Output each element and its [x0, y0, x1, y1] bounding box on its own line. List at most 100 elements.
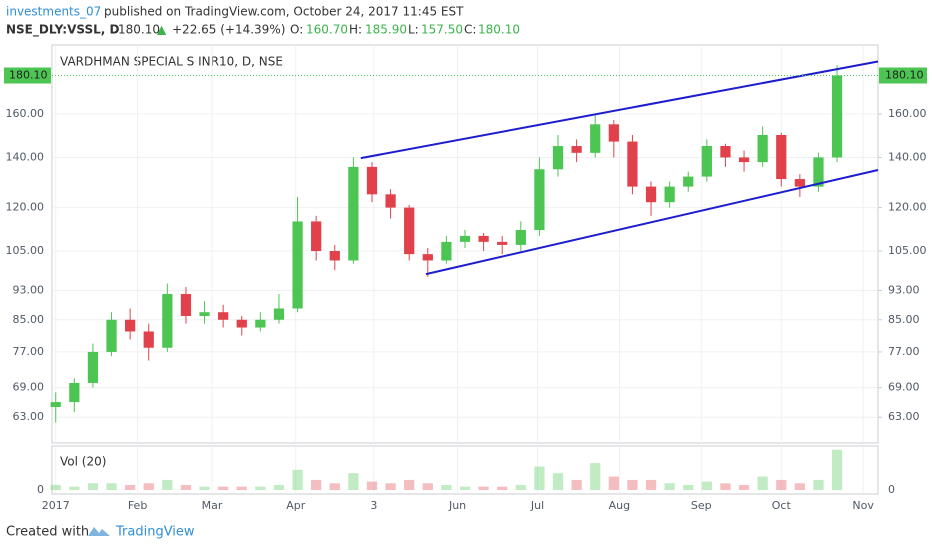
volume-bar — [515, 484, 526, 490]
x-tick-label: Jul — [530, 499, 544, 512]
x-tick-label: Sep — [691, 499, 712, 512]
symbol: NSE_DLY:VSSL, D — [6, 23, 119, 38]
footer-created: Created with — [6, 525, 89, 540]
volume-bar — [87, 483, 99, 490]
trend-line — [425, 169, 879, 276]
last-price-box-left — [4, 67, 51, 84]
volume-bar — [608, 476, 619, 490]
candle-body — [590, 124, 601, 153]
candle-body — [515, 230, 526, 245]
h-value: 185.90 — [365, 23, 407, 37]
volume-bar — [590, 463, 601, 490]
volume-title: Vol (20) — [60, 455, 106, 469]
candle-body — [552, 146, 564, 170]
volume-bar — [218, 486, 229, 490]
volume-bar — [571, 479, 582, 490]
y-tick-label-left: 63.00 — [13, 410, 45, 423]
footer-brand[interactable]: TradingView — [115, 525, 195, 540]
candle-body — [738, 157, 750, 163]
x-tick-label: 2017 — [42, 499, 70, 512]
volume-bar — [757, 476, 768, 490]
volume-bar — [441, 484, 452, 490]
volume-bar — [255, 486, 266, 490]
candle-body — [125, 319, 136, 332]
candle-body — [497, 241, 508, 245]
y-tick-label-left: 69.00 — [13, 381, 45, 394]
candle-body — [422, 254, 433, 261]
x-tick-label: Apr — [286, 499, 306, 512]
volume-bar — [645, 479, 657, 490]
volume-bar — [720, 483, 731, 490]
h-label: H: — [349, 23, 362, 37]
chart-title: VARDHMAN SPECIAL S INR10, D, NSE — [60, 55, 283, 69]
x-tick-label: Nov — [852, 499, 874, 512]
candle-body — [106, 319, 117, 352]
volume-bar — [180, 484, 192, 490]
y-tick-label-left: 160.00 — [6, 107, 45, 120]
candle-body — [571, 146, 582, 153]
candle-body — [720, 146, 731, 158]
candle-body — [776, 134, 787, 180]
candle-body — [683, 176, 694, 187]
candle-body — [50, 402, 61, 408]
candle-body — [459, 235, 471, 242]
l-label: L: — [408, 23, 419, 37]
candle-body — [813, 157, 824, 187]
y-tick-label: 77.00 — [888, 345, 920, 358]
candle-body — [199, 312, 210, 316]
y-tick-label: 93.00 — [888, 284, 920, 297]
y-tick-label: 140.00 — [888, 150, 927, 163]
y-tick-label: 69.00 — [888, 381, 920, 394]
volume-bar — [69, 486, 80, 490]
volume-bar — [534, 466, 545, 490]
author[interactable]: investments_07 — [6, 5, 101, 19]
volume-bar — [348, 473, 359, 490]
c-value: 180.10 — [478, 23, 520, 37]
y-tick-label: 120.00 — [888, 201, 927, 214]
y-tick-label: 105.00 — [888, 244, 927, 257]
published: published on TradingView.com, October 24… — [104, 5, 464, 19]
candle-body — [366, 166, 378, 195]
candle-body — [534, 169, 545, 231]
o-label: O: — [290, 23, 303, 37]
candle-body — [645, 186, 657, 203]
candle-body — [143, 331, 154, 348]
volume-bar — [683, 484, 694, 490]
volume-bar — [813, 479, 824, 490]
price-pane — [51, 44, 879, 444]
candle-body — [404, 207, 415, 255]
o-value: 160.70 — [306, 23, 348, 37]
y-tick-label-left: 140.00 — [6, 150, 45, 163]
candle-body — [329, 251, 340, 261]
volume-bar — [385, 483, 396, 490]
candle-body — [348, 166, 359, 261]
volume-bar — [106, 483, 117, 490]
candle-body — [273, 308, 285, 320]
x-tick-label: Oct — [772, 499, 792, 512]
volume-bar — [776, 479, 787, 490]
candle-body — [255, 319, 266, 328]
volume-pane — [51, 445, 879, 495]
volume-bar — [125, 484, 136, 490]
x-tick-label: 3 — [370, 499, 377, 512]
candle-body — [236, 319, 247, 328]
last-price-box — [879, 67, 927, 84]
candle-body — [180, 294, 192, 316]
x-tick-label: Mar — [202, 499, 223, 512]
volume-bar — [552, 473, 564, 490]
volume-bar — [478, 486, 489, 490]
y-tick-label-left: 93.00 — [13, 284, 45, 297]
volume-bar — [627, 479, 638, 490]
volume-bar — [162, 479, 173, 490]
candle-body — [608, 124, 619, 142]
change: +22.65 (+14.39%) — [172, 23, 285, 37]
candle-body — [701, 146, 712, 177]
y-tick-label: 85.00 — [888, 313, 920, 326]
candle-body — [478, 235, 489, 242]
volume-bar — [366, 481, 378, 490]
x-tick-label: Aug — [609, 499, 630, 512]
candle-body — [87, 351, 99, 383]
candle-body — [757, 134, 768, 163]
